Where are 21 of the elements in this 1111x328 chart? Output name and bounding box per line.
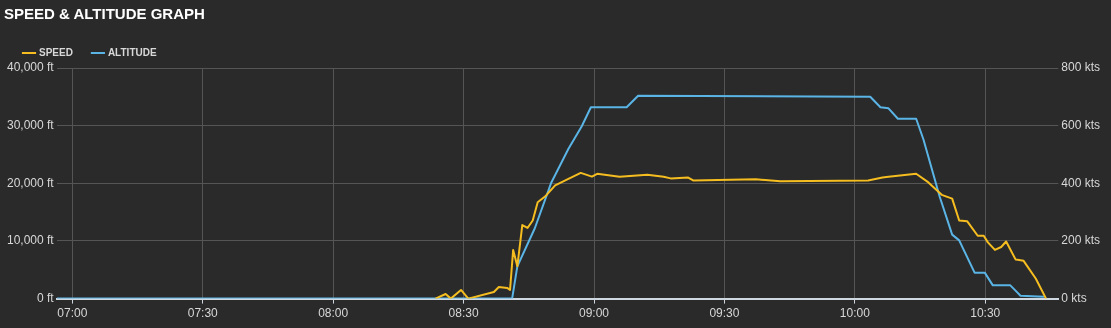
x-tick-label: 07:00 xyxy=(57,306,88,321)
y-tick-label: 0 ft xyxy=(37,290,55,305)
y2-tick-label: 0 kts xyxy=(1061,290,1087,305)
x-tick-label: 09:00 xyxy=(579,306,610,321)
y2-tick-label: 800 kts xyxy=(1061,60,1101,75)
y2-tick-label: 200 kts xyxy=(1061,233,1101,248)
x-tick-label: 08:30 xyxy=(448,306,479,321)
y2-tick-label: 600 kts xyxy=(1061,117,1101,132)
legend-label: ALTITUDE xyxy=(107,46,157,58)
y-tick-label: 30,000 ft xyxy=(6,117,55,132)
y-tick-label: 10,000 ft xyxy=(6,233,55,248)
x-tick-label: 10:30 xyxy=(970,306,1001,321)
x-tick-label: 09:30 xyxy=(709,306,740,321)
x-tick-label: 10:00 xyxy=(839,306,871,321)
x-tick-label: 08:00 xyxy=(318,306,349,321)
y-tick-label: 20,000 ft xyxy=(6,175,55,190)
x-tick-label: 07:30 xyxy=(187,306,219,321)
y2-tick-label: 400 kts xyxy=(1061,175,1101,190)
y-tick-label: 40,000 ft xyxy=(6,60,55,75)
legend-label: SPEED xyxy=(39,46,73,58)
chart-title: SPEED & ALTITUDE GRAPH xyxy=(4,5,205,23)
